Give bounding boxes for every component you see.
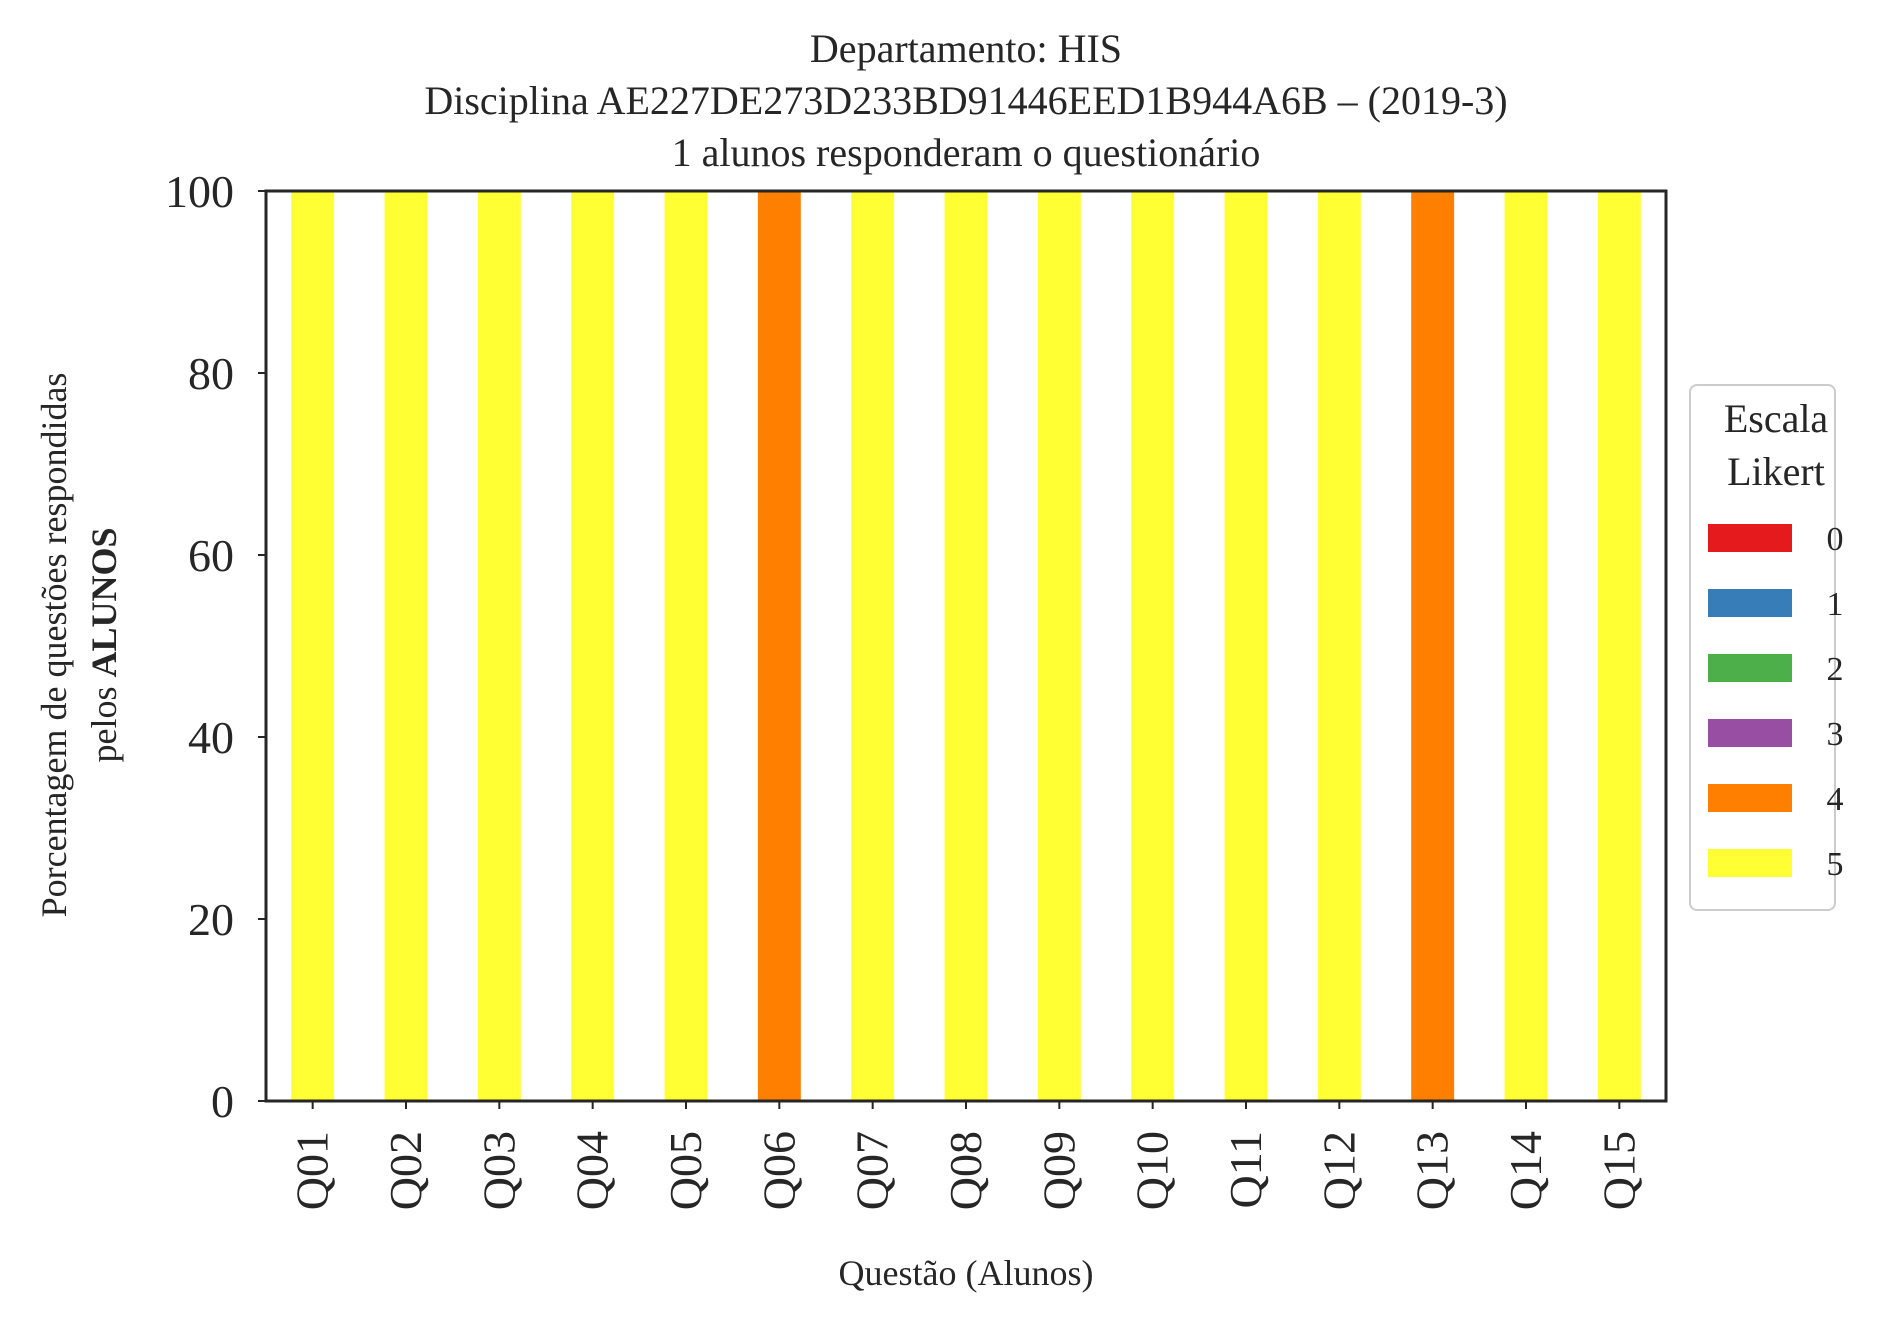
legend-label-3: 3 [1827,716,1844,753]
legend-entries: 0 1 2 3 4 5 [1708,521,1844,883]
plot-area-frame [264,189,1668,1103]
x-tick-label-Q10: Q10 [1127,1131,1178,1210]
legend-swatch-0 [1708,524,1792,552]
x-axis-label: Questão (Alunos) [839,1253,1094,1293]
x-tick-label-Q14: Q14 [1500,1131,1551,1210]
title-line-2: Disciplina AE227DE273D233BD91446EED1B944… [424,78,1507,123]
bar-Q09-scale-5 [1037,191,1081,1101]
x-tick-label-Q07: Q07 [847,1131,898,1210]
x-tick-label-Q02: Q02 [380,1131,431,1210]
bar-Q08-scale-5 [944,191,988,1101]
bar-Q02-scale-5 [384,191,428,1101]
legend: Escala Likert 0 1 2 3 4 5 [1689,384,1844,911]
bar-Q13-scale-4 [1411,191,1455,1101]
y-axis-label-line-1: Porcentagem de questões respondidas [34,373,74,918]
bar-Q10-scale-5 [1131,191,1175,1101]
x-axis-ticks: Q01 Q02 Q03 Q04 Q05 Q06 Q07 Q08 Q09 Q10 Q11 Q12 Q13 Q… [287,1101,1644,1210]
legend-label-1: 1 [1827,586,1844,623]
y-axis-label: Porcentagem de questões respondidas pelo… [34,373,124,918]
y-axis-ticks: 0 20 40 60 80 100 [165,166,266,1127]
legend-label-4: 4 [1827,781,1844,818]
x-tick-label-Q11: Q11 [1220,1131,1271,1209]
x-tick-label-Q09: Q09 [1033,1131,1084,1210]
legend-frame [1689,384,1836,911]
legend-label-2: 2 [1827,651,1844,688]
y-axis-label-line-2: pelos ALUNOS [84,527,124,762]
legend-title-line-2: Likert [1727,449,1825,494]
y-tick-label: 80 [188,348,234,399]
legend-swatch-4 [1708,784,1792,812]
y-tick-label: 100 [165,166,234,217]
bar-Q05-scale-5 [664,191,708,1101]
legend-label-5: 5 [1827,846,1844,883]
legend-swatch-5 [1708,849,1792,877]
y-tick-label: 0 [211,1076,234,1127]
bar-Q15-scale-5 [1597,191,1641,1101]
legend-label-0: 0 [1827,521,1844,558]
x-tick-label-Q12: Q12 [1313,1131,1364,1210]
legend-swatch-1 [1708,589,1792,617]
bar-Q07-scale-5 [851,191,895,1101]
y-tick-label: 60 [188,530,234,581]
y-tick-label: 20 [188,894,234,945]
x-tick-label-Q08: Q08 [940,1131,991,1210]
title-line-3: 1 alunos responderam o questionário [672,130,1261,175]
y-axis-label-prefix: pelos [84,678,124,763]
legend-title-line-1: Escala [1724,396,1829,441]
x-tick-label-Q15: Q15 [1593,1131,1644,1210]
bar-Q14-scale-5 [1504,191,1548,1101]
bar-Q01-scale-5 [291,191,335,1101]
x-tick-label-Q05: Q05 [660,1131,711,1210]
bar-Q11-scale-5 [1224,191,1268,1101]
x-tick-label-Q01: Q01 [287,1131,338,1210]
bar-Q04-scale-5 [571,191,615,1101]
y-tick-label: 40 [188,712,234,763]
bar-Q03-scale-5 [477,191,521,1101]
x-tick-label-Q06: Q06 [753,1131,804,1210]
x-tick-label-Q03: Q03 [473,1131,524,1210]
bar-Q06-scale-4 [757,191,801,1101]
legend-swatch-2 [1708,654,1792,682]
y-axis-label-bold: ALUNOS [84,527,124,677]
bars-group [291,191,1641,1101]
x-tick-label-Q04: Q04 [567,1131,618,1210]
title-line-1: Departamento: HIS [810,26,1122,71]
bar-Q12-scale-5 [1317,191,1361,1101]
legend-swatch-3 [1708,719,1792,747]
chart-title: Departamento: HIS Disciplina AE227DE273D… [424,26,1507,175]
x-tick-label-Q13: Q13 [1407,1131,1458,1210]
